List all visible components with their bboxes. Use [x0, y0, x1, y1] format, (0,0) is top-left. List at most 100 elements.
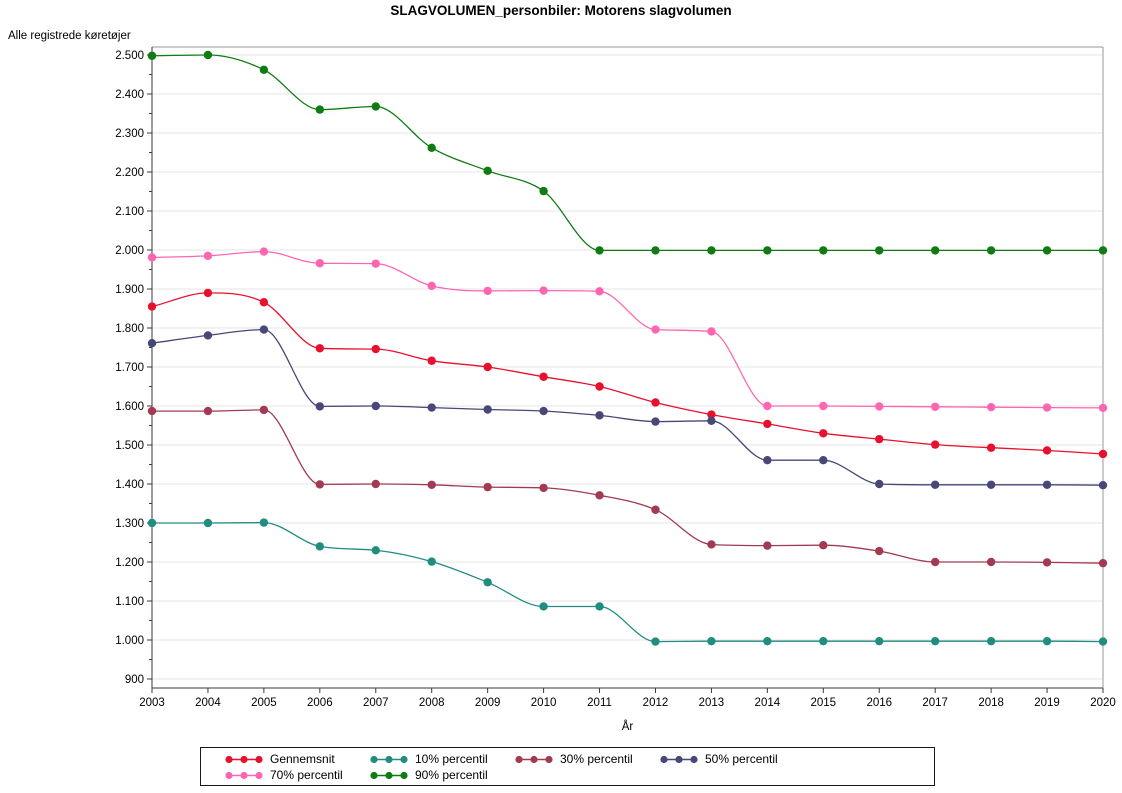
legend-item: 90% percentil: [370, 767, 515, 783]
y-axis-title: Alle registrede køretøjer: [8, 30, 131, 42]
legend-marker-icon: [225, 771, 263, 779]
y-tick-label: 2.200: [115, 167, 144, 179]
x-tick-label: 2011: [587, 697, 612, 709]
data-point: [1098, 246, 1108, 255]
y-tick-label: 1.600: [115, 401, 144, 413]
data-point: [1042, 636, 1052, 646]
data-point: [707, 327, 716, 336]
series-10-percentil: [147, 518, 1108, 646]
data-point: [371, 479, 380, 489]
data-point: [1042, 246, 1052, 255]
x-tick-label: 2017: [922, 697, 948, 709]
series-line: [151, 54, 1103, 252]
data-point: [259, 518, 269, 527]
data-point: [371, 401, 380, 411]
data-point: [651, 505, 660, 514]
data-point: [763, 401, 772, 411]
y-tick-label: 1.800: [115, 323, 144, 335]
data-point: [707, 540, 716, 549]
data-point: [595, 491, 604, 500]
data-point: [427, 480, 436, 489]
data-point: [315, 105, 325, 114]
data-point: [875, 402, 884, 411]
data-point: [930, 480, 940, 489]
data-point: [930, 636, 940, 646]
data-point: [875, 479, 884, 489]
legend-label: 70% percentil: [270, 768, 343, 782]
data-point: [1098, 637, 1108, 646]
data-point: [707, 636, 716, 646]
y-tick-label: 1.000: [115, 635, 144, 647]
data-point: [315, 480, 325, 489]
data-point: [259, 65, 269, 75]
data-point: [819, 246, 828, 255]
x-tick-label: 2018: [978, 697, 1004, 709]
legend: Gennemsnit 10% percentil 30% percentil 50% …: [200, 747, 935, 786]
series-30-percentil: [147, 405, 1108, 568]
data-point: [595, 602, 604, 611]
data-point: [595, 411, 604, 420]
data-point: [427, 403, 436, 412]
data-point: [986, 443, 996, 452]
data-point: [930, 402, 940, 411]
legend-marker-icon: [225, 755, 263, 763]
x-tick-label: 2014: [755, 697, 781, 709]
data-point: [986, 480, 996, 489]
y-tick-label: 1.300: [115, 518, 144, 530]
data-point: [875, 246, 884, 255]
data-point: [427, 356, 436, 365]
gridlines: [152, 54, 1103, 680]
data-point: [371, 259, 380, 268]
x-tick-label: 2007: [363, 697, 389, 709]
data-point: [930, 557, 940, 567]
data-point: [147, 339, 157, 348]
y-tick-label: 900: [125, 674, 144, 686]
series-gennemsnit: [147, 288, 1108, 459]
legend-label: Gennemsnit: [270, 752, 335, 766]
data-point: [483, 482, 492, 492]
y-tick-label: 2.300: [115, 128, 144, 140]
series-50-percentil: [147, 325, 1108, 490]
x-axis: 2003 2004 2005 2006 2007 2008 2009 2010 2011 2012…: [139, 688, 1116, 709]
x-tick-label: 2019: [1034, 697, 1060, 709]
y-tick-label: 1.900: [115, 284, 144, 296]
line-chart: 900 1.000 1.100 1.200 1.300 1.400 1.500 1.600 1.…: [115, 46, 1116, 709]
data-point: [1042, 558, 1052, 567]
data-point: [483, 578, 492, 587]
x-axis-title: År: [621, 721, 634, 733]
data-point: [371, 344, 380, 354]
data-point: [707, 246, 716, 255]
data-point: [1098, 403, 1108, 413]
data-point: [315, 344, 325, 353]
data-point: [595, 287, 604, 296]
data-point: [875, 546, 884, 556]
data-point: [1042, 446, 1052, 455]
x-tick-label: 2004: [195, 697, 221, 709]
legend-marker-icon: [660, 755, 698, 763]
legend-marker-icon: [515, 755, 553, 763]
data-point: [539, 483, 548, 493]
data-point: [147, 518, 157, 528]
data-point: [203, 50, 213, 60]
legend-label: 50% percentil: [705, 752, 778, 766]
data-point: [483, 362, 492, 372]
y-tick-label: 2.400: [115, 89, 144, 101]
legend-marker-icon: [370, 755, 408, 763]
y-tick-label: 2.000: [115, 245, 144, 257]
x-tick-label: 2009: [475, 697, 501, 709]
data-point: [1098, 558, 1108, 568]
legend-item: 50% percentil: [660, 751, 805, 767]
data-point: [763, 419, 772, 429]
data-point: [147, 253, 157, 262]
data-point: [819, 429, 828, 438]
data-point: [1098, 480, 1108, 490]
data-point: [651, 637, 660, 646]
x-tick-label: 2008: [419, 697, 445, 709]
series-line: [151, 521, 1104, 643]
data-point: [875, 434, 884, 444]
data-point: [930, 440, 940, 449]
x-tick-label: 2013: [699, 697, 725, 709]
data-point: [427, 143, 436, 153]
chart-title: SLAGVOLUMEN_personbiler: Motorens slagvo…: [390, 3, 732, 18]
